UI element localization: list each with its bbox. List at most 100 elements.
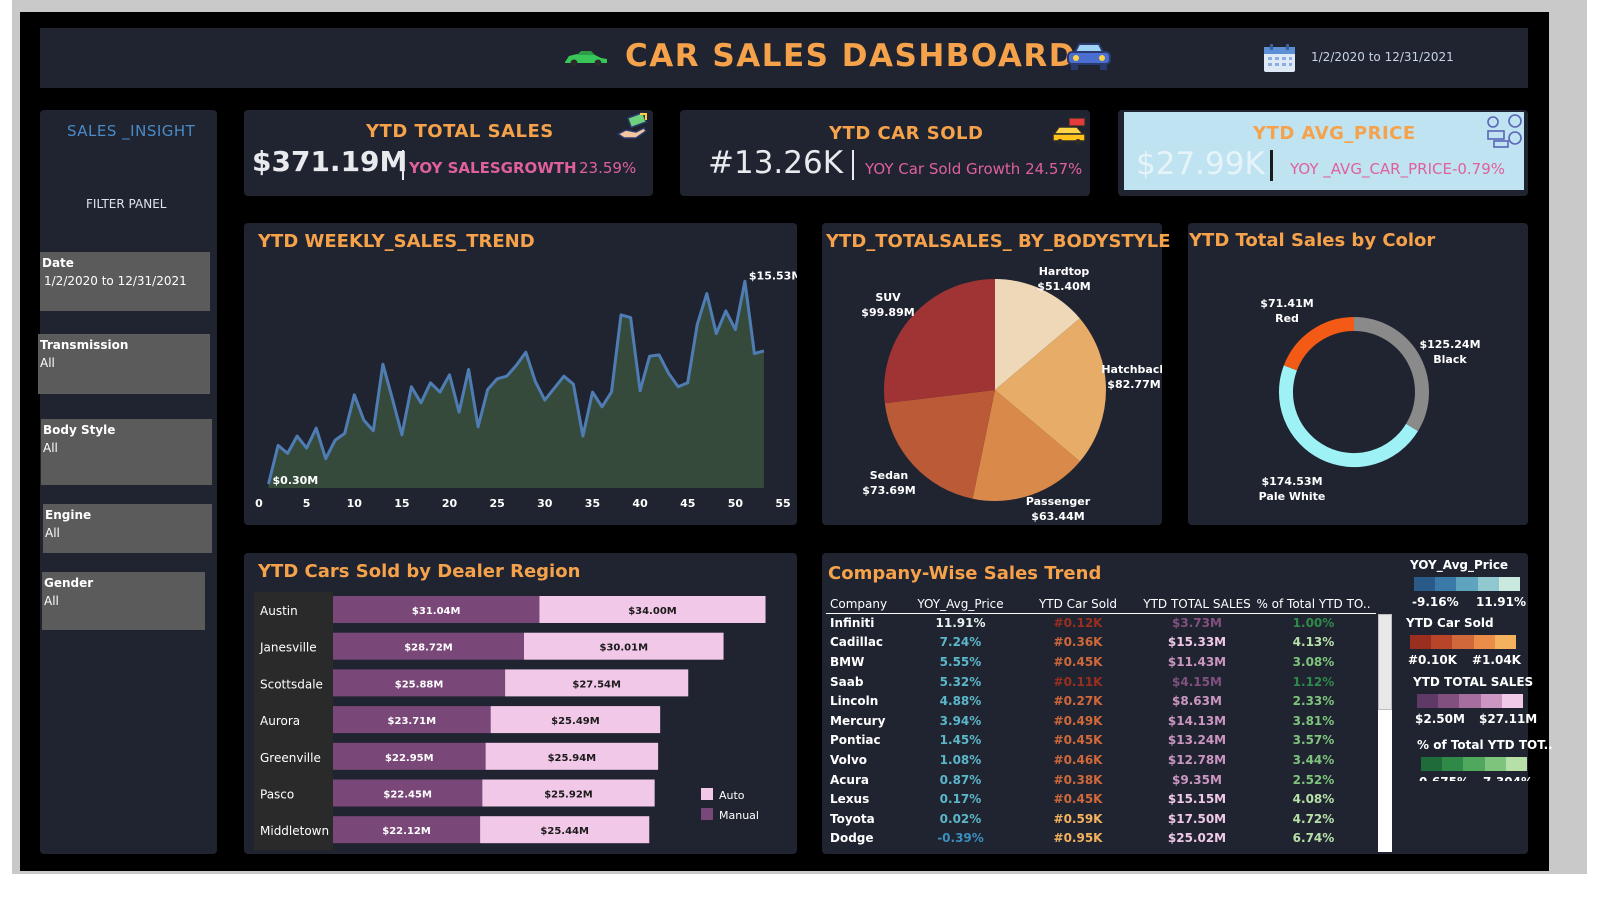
donut-arc-black	[1353, 317, 1429, 432]
region-category-column	[254, 592, 333, 850]
table-cell: Lincoln	[830, 694, 879, 709]
x-tick-label: 55	[775, 497, 790, 510]
legend-max: 7.304%	[1483, 775, 1533, 781]
table-cell: $15.33M	[1167, 635, 1227, 650]
table-cell: 6.74%	[1292, 831, 1335, 846]
table-cell: 4.13%	[1292, 635, 1335, 650]
x-tick-label: 30	[537, 497, 553, 510]
bodystyle-pie-chart: Hardtop $51.40M Hatchback $82.77M Passenger $…	[861, 265, 1162, 523]
kpi-sub-value: 23.59%	[579, 159, 637, 177]
x-tick-label: 35	[585, 497, 600, 510]
filter-transmission[interactable]: Transmission All	[38, 334, 210, 394]
table-row[interactable]: Acura 0.87% #0.38K $9.35M 2.52%	[826, 770, 1376, 790]
table-cell: #0.11K	[1053, 674, 1103, 689]
pie-slice-hardtop	[995, 279, 1080, 390]
column-header[interactable]: YTD Car Sold	[1013, 595, 1143, 614]
table-cell: 4.88%	[939, 694, 982, 709]
bar-label-manual: $31.04M	[412, 606, 461, 617]
donut-label-name: Red	[1275, 312, 1299, 325]
filter-value: All	[45, 526, 60, 540]
table-row[interactable]: Lincoln 4.88% #0.27K $8.63M 2.33%	[826, 691, 1376, 711]
table-cell: $14.13M	[1167, 713, 1227, 728]
table-cell: $25.02M	[1167, 831, 1227, 846]
table-cell: $3.73M	[1172, 616, 1222, 631]
table-cell: 1.12%	[1292, 674, 1335, 689]
bar-auto	[505, 669, 689, 697]
table-row[interactable]: Infiniti 11.91% #0.12K $3.73M 1.00%	[826, 613, 1376, 633]
table-cell: 2.33%	[1292, 694, 1335, 709]
pie-label-name: Hardtop	[1039, 265, 1090, 278]
table-cell: 4.08%	[1292, 792, 1335, 807]
table-cell: BMW	[830, 654, 865, 669]
table-row[interactable]: Lexus 0.17% #0.45K $15.15M 4.08%	[826, 789, 1376, 809]
table-cell: 1.45%	[939, 733, 982, 748]
legend-gradient	[1414, 577, 1521, 591]
legend-title: YOY_Avg_Price	[1410, 558, 1509, 572]
column-header[interactable]: YTD TOTAL SALES	[1143, 595, 1251, 614]
table-cell: 2.52%	[1292, 772, 1335, 787]
company-title: Company-Wise Sales Trend	[828, 563, 1102, 584]
legend-gradient	[1421, 757, 1528, 771]
column-header[interactable]: % of Total YTD TO..	[1251, 595, 1376, 614]
kpi-title: YTD TOTAL SALES	[366, 121, 554, 142]
table-cell: #0.38K	[1053, 772, 1103, 787]
bar-label-manual: $25.88M	[395, 679, 444, 690]
filter-body-style[interactable]: Body Style All	[41, 419, 212, 485]
donut-label-name: Pale White	[1259, 490, 1326, 503]
bar-manual	[333, 742, 486, 770]
legend-swatch-manual	[701, 808, 713, 820]
donut-arc-red	[1283, 317, 1355, 371]
color-chart-title: YTD Total Sales by Color	[1189, 230, 1436, 251]
bar-manual	[333, 669, 506, 697]
table-row[interactable]: Pontiac 1.45% #0.45K $13.24M 3.57%	[826, 731, 1376, 751]
table-cell: 11.91%	[935, 616, 986, 631]
table-row[interactable]: Saab 5.32% #0.11K $4.15M 1.12%	[826, 672, 1376, 692]
filter-gender[interactable]: Gender All	[42, 572, 205, 630]
table-row[interactable]: Cadillac 7.24% #0.36K $15.33M 4.13%	[826, 633, 1376, 653]
table-cell: 0.87%	[939, 772, 982, 787]
bar-label-manual: $28.72M	[404, 643, 453, 654]
filter-panel-title: FILTER PANEL	[86, 197, 167, 211]
legend-min: -9.16%	[1412, 595, 1459, 609]
table-cell: 0.17%	[939, 792, 982, 807]
table-row[interactable]: Dodge -0.39% #0.95K $25.02M 6.74%	[826, 829, 1376, 849]
filter-engine[interactable]: Engine All	[43, 504, 212, 553]
table-cell: -0.39%	[937, 831, 984, 846]
filter-label: Body Style	[43, 423, 116, 437]
region-label: Aurora	[260, 714, 300, 728]
legend-gradient	[1410, 635, 1517, 649]
column-header[interactable]: Company	[826, 595, 908, 614]
filter-value: 1/2/2020 to 12/31/2021	[44, 274, 187, 288]
bar-manual	[333, 596, 540, 623]
legend-title: % of Total YTD TOT..	[1417, 738, 1553, 752]
pie-label-name: Passenger	[1026, 495, 1091, 508]
table-cell: 3.81%	[1292, 713, 1335, 728]
filter-date[interactable]: Date 1/2/2020 to 12/31/2021	[40, 252, 210, 311]
table-cell: #0.27K	[1053, 694, 1103, 709]
filter-label: Transmission	[40, 338, 129, 352]
table-cell: 5.55%	[939, 654, 982, 669]
bar-manual	[333, 779, 483, 807]
table-row[interactable]: Mercury 3.94% #0.49K $14.13M 3.81%	[826, 711, 1376, 731]
bar-label-auto: $27.54M	[572, 679, 621, 690]
weekly-trend-chart: 0 5 10 15 20 25 30 35 40 45 50 55 $0.30M $15.53M	[255, 269, 797, 510]
table-row[interactable]: Volvo 1.08% #0.46K $12.78M 3.44%	[826, 750, 1376, 770]
table-row[interactable]: Toyota 0.02% #0.59K $17.50M 4.72%	[826, 809, 1376, 829]
filter-value: All	[44, 594, 59, 608]
table-cell: Cadillac	[830, 635, 884, 650]
x-tick-label: 45	[680, 497, 695, 510]
table-cell: 3.57%	[1292, 733, 1335, 748]
table-row[interactable]: BMW 5.55% #0.45K $11.43M 3.08%	[826, 652, 1376, 672]
donut-label-value: $125.24M	[1419, 338, 1480, 351]
legend-min: #0.10K	[1408, 653, 1457, 667]
taxi-icon	[1052, 117, 1086, 145]
bar-auto	[539, 596, 766, 623]
legend-swatch-auto	[701, 788, 713, 800]
pie-label-value: $51.40M	[1037, 280, 1090, 293]
table-scrollbar-thumb[interactable]	[1378, 614, 1392, 710]
column-header[interactable]: YOY_Avg_Price	[908, 595, 1013, 614]
table-cell: 5.32%	[939, 674, 982, 689]
bar-label-auto: $25.44M	[540, 826, 589, 837]
table-cell: #0.12K	[1053, 616, 1103, 631]
header-date-range: 1/2/2020 to 12/31/2021	[1311, 50, 1454, 64]
